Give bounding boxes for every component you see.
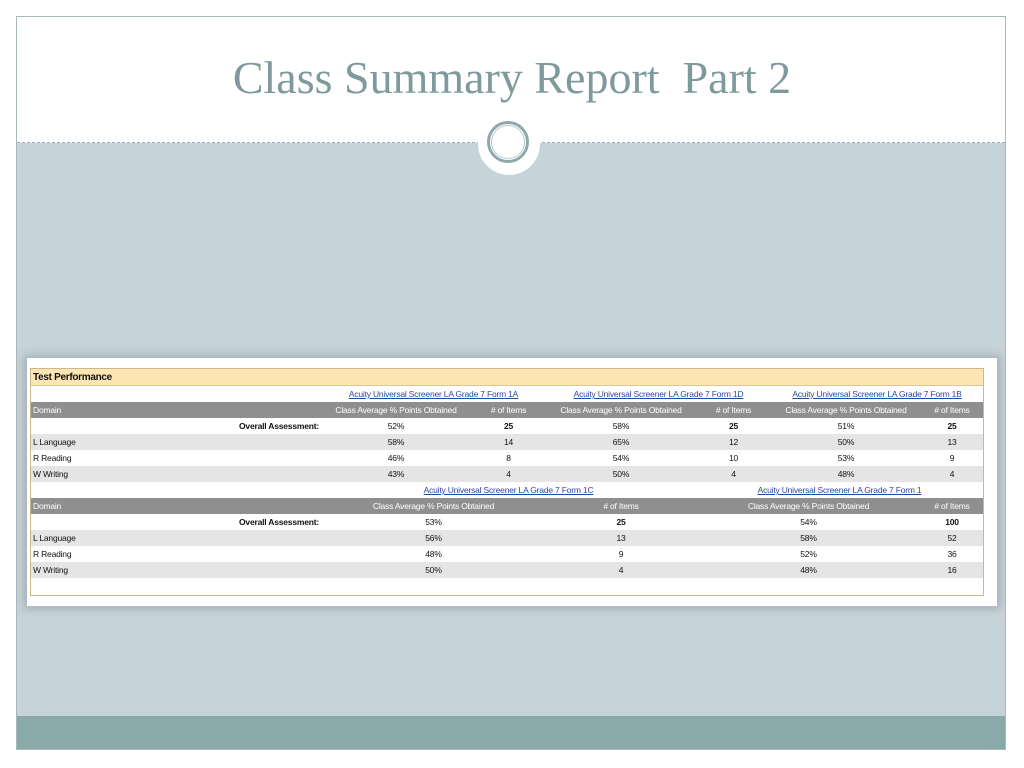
table-cell: 36 (947, 549, 957, 559)
table-cell: 50% (546, 466, 696, 482)
table-row-writing: W Writing 43% 4 50% 4 48% 4 (31, 466, 983, 482)
overall-label: Overall Assessment: (239, 421, 319, 431)
domain-label: W Writing (31, 562, 321, 578)
items-header: # of Items (921, 402, 983, 418)
table-row-language: L Language 58% 14 65% 12 50% 13 (31, 434, 983, 450)
table-row-overall: Overall Assessment: 52% 25 58% 25 51% 25 (31, 418, 983, 434)
items-header: # of Items (471, 402, 546, 418)
inner-ring-icon (491, 125, 525, 159)
table-cell: 56% (321, 530, 546, 546)
avg-header: Class Average % Points Obtained (546, 402, 696, 418)
section-title: Test Performance (31, 369, 983, 386)
avg-header: Class Average % Points Obtained (771, 402, 921, 418)
table-cell: 4 (921, 466, 983, 482)
test-link-form-1c[interactable]: Acuity Universal Screener LA Grade 7 For… (423, 485, 594, 495)
table-cell: 51% (837, 421, 855, 431)
table-cell: 53% (425, 517, 442, 527)
footer-band (17, 716, 1005, 749)
table-cell: 52% (387, 421, 405, 431)
table-cell: 48% (425, 549, 442, 559)
table-cell: 13 (546, 530, 696, 546)
table-row-reading: R Reading 46% 8 54% 10 53% 9 (31, 450, 983, 466)
table-cell: 25 (728, 421, 739, 431)
table-cell: 16 (921, 562, 983, 578)
report-image: Test Performance Acuity Universal Screen… (27, 358, 997, 606)
avg-header: Class Average % Points Obtained (321, 402, 471, 418)
domain-header: Domain (31, 402, 321, 418)
column-header-row-2: Domain Class Average % Points Obtained #… (31, 498, 983, 514)
section-header-row: Test Performance (31, 369, 983, 386)
table-cell: 13 (921, 434, 983, 450)
table-cell: 52% (800, 549, 817, 559)
avg-header: Class Average % Points Obtained (696, 498, 921, 514)
table-row-reading-2: R Reading 48% 9 52% 36 (31, 546, 983, 562)
test-names-row-2: Acuity Universal Screener LA Grade 7 For… (31, 482, 983, 498)
table-cell: 100 (945, 517, 959, 527)
items-header: # of Items (921, 498, 983, 514)
table-cell: 50% (321, 562, 546, 578)
domain-header: Domain (31, 498, 321, 514)
table-row-language-2: L Language 56% 13 58% 52 (31, 530, 983, 546)
table-cell: 25 (616, 517, 626, 527)
table-cell: 50% (771, 434, 921, 450)
test-performance-table: Test Performance Acuity Universal Screen… (31, 369, 983, 578)
table-cell: 46% (387, 453, 405, 463)
report-table-frame: Test Performance Acuity Universal Screen… (30, 368, 984, 596)
table-cell: 58% (612, 421, 630, 431)
table-cell: 4 (546, 562, 696, 578)
slide-title: Class Summary Report Part 2 (232, 52, 792, 103)
test-link-form-1d[interactable]: Acuity Universal Screener LA Grade 7 For… (573, 389, 744, 399)
domain-label: L Language (31, 530, 321, 546)
table-row-writing-2: W Writing 50% 4 48% 16 (31, 562, 983, 578)
test-names-row: Acuity Universal Screener LA Grade 7 For… (31, 386, 983, 403)
domain-label: R Reading (33, 453, 72, 463)
table-cell: 4 (471, 466, 546, 482)
table-cell: 52 (921, 530, 983, 546)
table-cell: 58% (696, 530, 921, 546)
domain-label: L Language (31, 434, 321, 450)
domain-label: W Writing (31, 466, 321, 482)
table-cell: 25 (947, 421, 957, 431)
items-header: # of Items (546, 498, 696, 514)
table-cell: 14 (471, 434, 546, 450)
overall-label: Overall Assessment: (239, 517, 319, 527)
avg-header: Class Average % Points Obtained (321, 498, 546, 514)
table-cell: 12 (696, 434, 771, 450)
table-cell: 58% (321, 434, 471, 450)
test-link-form-1[interactable]: Acuity Universal Screener LA Grade 7 For… (757, 485, 922, 495)
table-cell: 54% (612, 453, 630, 463)
domain-label: R Reading (33, 549, 72, 559)
table-cell: 53% (837, 453, 855, 463)
table-cell: 65% (546, 434, 696, 450)
table-cell: 54% (800, 517, 817, 527)
test-link-form-1b[interactable]: Acuity Universal Screener LA Grade 7 For… (792, 389, 962, 399)
table-cell: 9 (949, 453, 955, 463)
table-cell: 10 (728, 453, 739, 463)
table-cell: 48% (696, 562, 921, 578)
table-cell: 9 (618, 549, 624, 559)
table-row-overall-2: Overall Assessment: 53% 25 54% 100 (31, 514, 983, 530)
table-cell: 25 (503, 421, 514, 431)
table-cell: 4 (696, 466, 771, 482)
column-header-row: Domain Class Average % Points Obtained #… (31, 402, 983, 418)
table-cell: 48% (771, 466, 921, 482)
table-cell: 43% (321, 466, 471, 482)
items-header: # of Items (696, 402, 771, 418)
test-link-form-1a[interactable]: Acuity Universal Screener LA Grade 7 For… (348, 389, 519, 399)
table-cell: 8 (506, 453, 511, 463)
